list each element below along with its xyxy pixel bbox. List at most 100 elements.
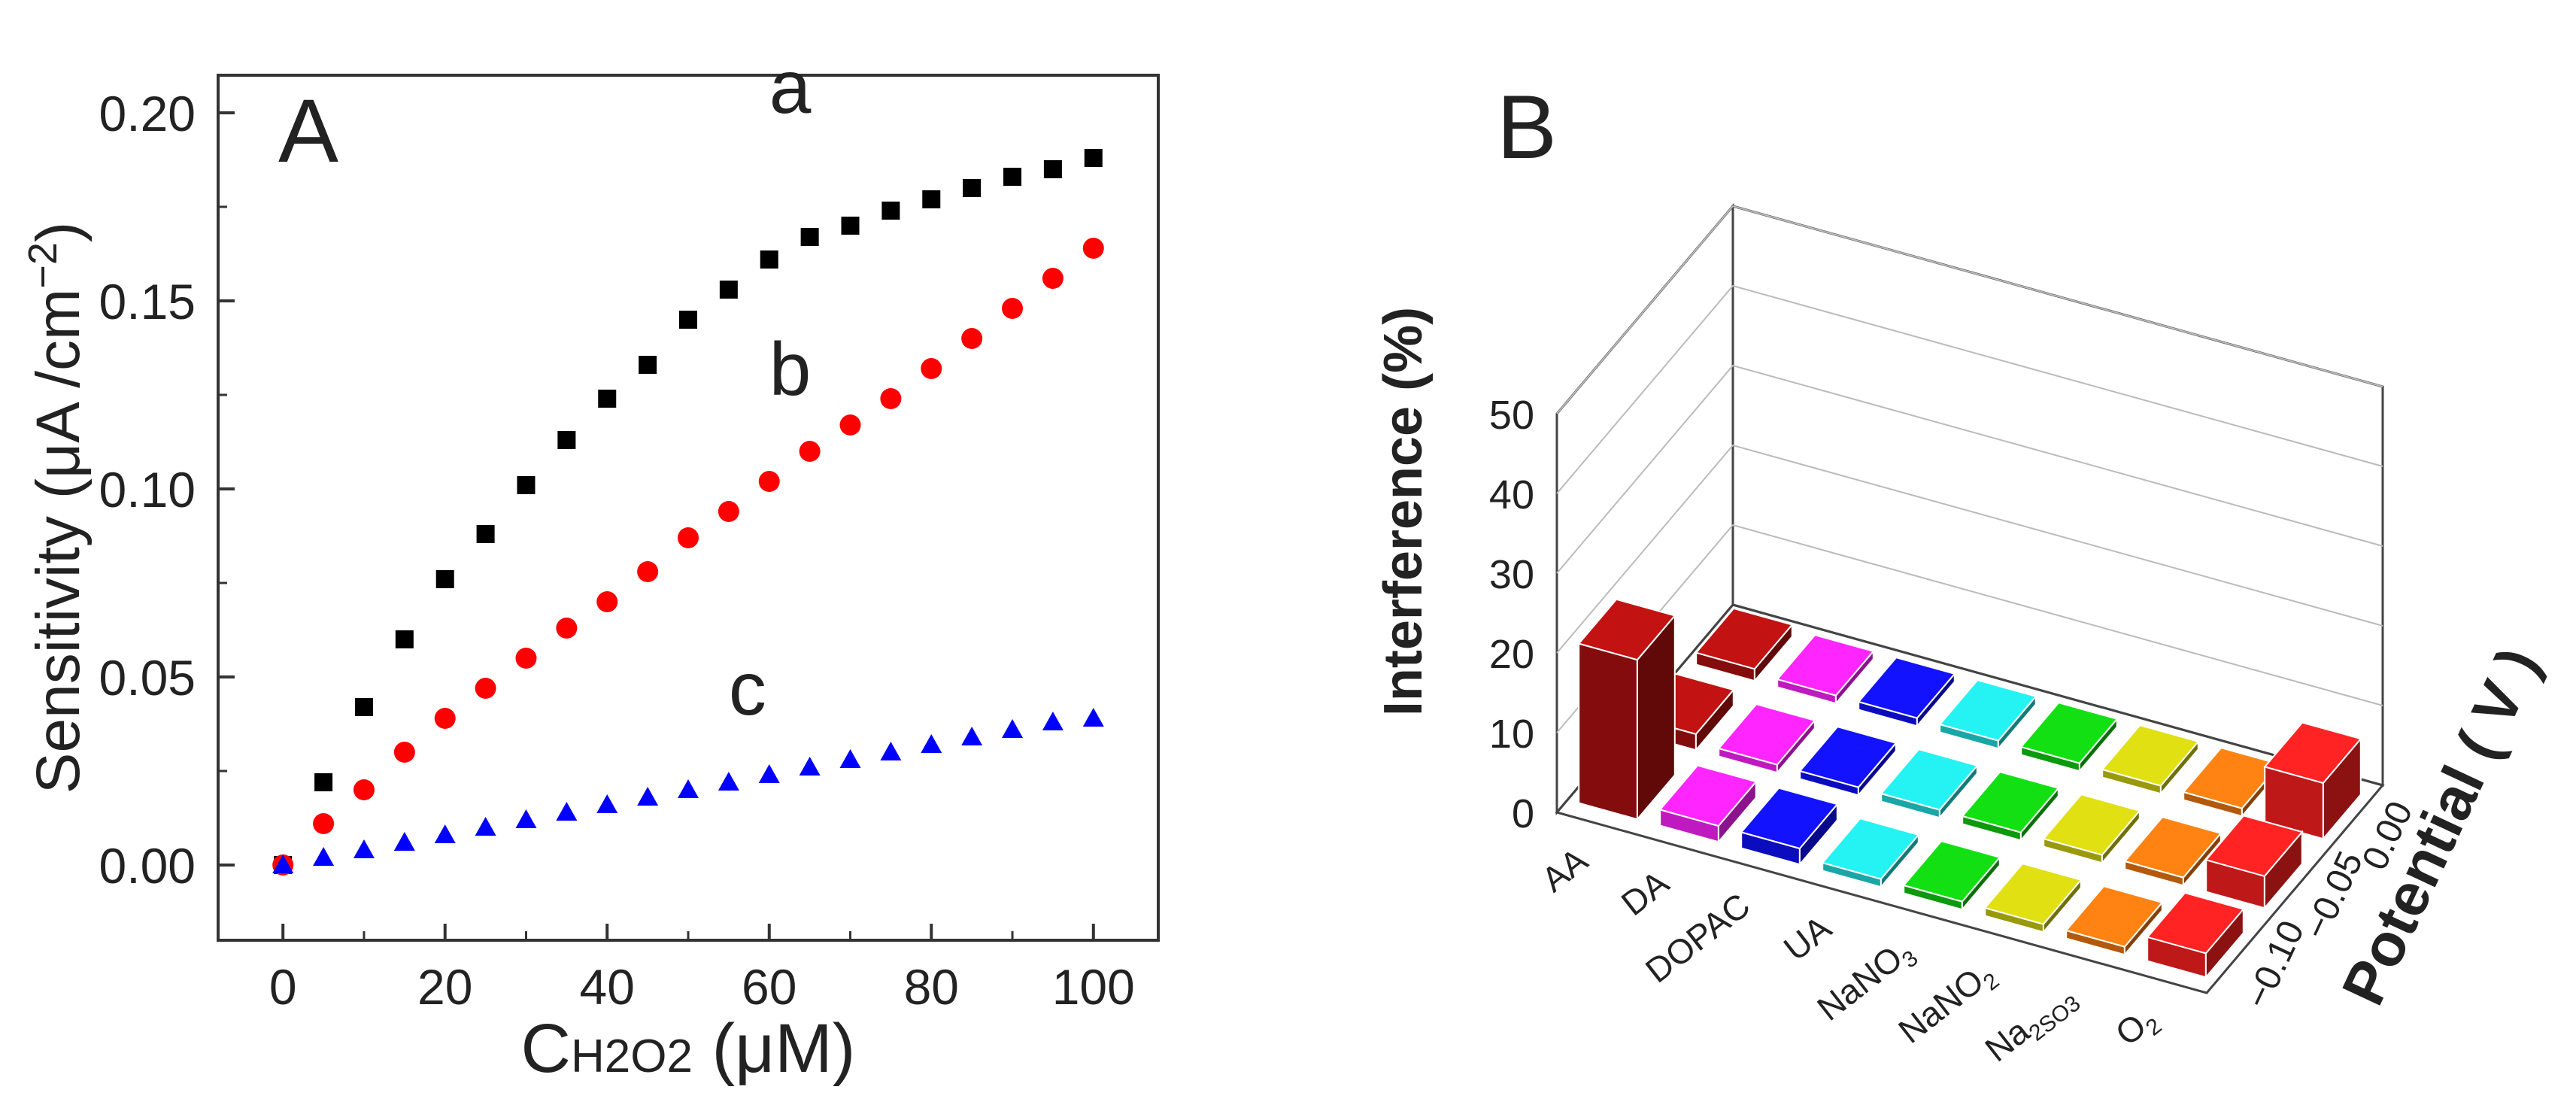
z-gridline xyxy=(1556,364,2383,574)
series-b-point xyxy=(556,618,578,639)
series-a-point xyxy=(639,356,657,374)
series-b-point xyxy=(393,742,415,763)
y-axis-label: Sensitivity (μA /cm−2) xyxy=(20,222,93,794)
category-label: AA xyxy=(1534,840,1595,900)
series-c-point xyxy=(799,757,821,776)
series-a-point xyxy=(1084,149,1103,167)
bar-DA-0.00 xyxy=(1776,634,1875,706)
z-axis-ticks: 0 10 20 30 40 50 xyxy=(1489,393,1534,836)
series-a-point xyxy=(719,281,738,299)
category-label: O2 xyxy=(2108,998,2167,1058)
series-a-point xyxy=(598,390,617,408)
panel-a: A 0 20 40 60 80 100 0.000.050.100.150.20 abc … xyxy=(20,45,1160,1087)
x-axis-label: CH2O2 (μM) xyxy=(521,1010,856,1087)
y-tick-label: 0.20 xyxy=(99,86,196,141)
bar-NaNO2-−0.10 xyxy=(1983,863,2083,934)
series-b-point xyxy=(961,328,983,349)
category-label: UA xyxy=(1776,908,1839,969)
bar-AA-−0.10 xyxy=(1577,598,1676,821)
series-a-point xyxy=(800,228,819,246)
series-c-point xyxy=(434,824,456,843)
category-label: DA xyxy=(1614,863,1676,924)
x-tick-label: 20 xyxy=(417,959,472,1015)
series-c-point xyxy=(839,749,861,768)
series-a-point xyxy=(354,698,373,716)
series-a-point xyxy=(1003,168,1022,186)
bar-UA-0.00 xyxy=(1938,679,2037,751)
series-c-point xyxy=(313,847,335,866)
bar-NaNO2-−0.05 xyxy=(2042,794,2141,865)
series-label-c: c xyxy=(729,647,766,731)
potential-axis-label: Potential ( V ) xyxy=(2329,638,2553,1015)
y-axis-ticks: 0.00 0.05 0.10 0.15 0.20 xyxy=(99,86,235,894)
x-axis-label-unit: (μM) xyxy=(693,1010,855,1087)
series-labels: a b c xyxy=(729,45,812,731)
bar-NaNO3-−0.10 xyxy=(1902,840,2001,912)
series-a-point xyxy=(557,431,576,449)
series-c-point xyxy=(393,832,415,851)
series-c-point xyxy=(718,772,739,791)
x-tick-label: 80 xyxy=(904,959,959,1015)
series-a-point xyxy=(517,476,536,494)
y-axis-label-sup: −2 xyxy=(20,242,65,289)
z-tick-label: 20 xyxy=(1489,632,1534,677)
series-c-point xyxy=(596,794,618,813)
series-b-point xyxy=(880,388,902,409)
bar-NaNO3-−0.05 xyxy=(1961,771,2060,842)
series-label-a: a xyxy=(769,45,812,129)
z-gridline xyxy=(1556,444,2383,654)
series-b-point xyxy=(839,414,861,436)
z-tick-label: 10 xyxy=(1489,712,1534,757)
series-c-point xyxy=(475,817,496,836)
series-a-point xyxy=(314,773,333,791)
series-label-b: b xyxy=(769,327,812,411)
series-b-point xyxy=(434,708,456,729)
series-b-point xyxy=(637,561,659,582)
bar-DOPAC-0.00 xyxy=(1857,657,1956,728)
series-c-point xyxy=(515,809,537,828)
bar-O2-−0.05 xyxy=(2204,815,2304,910)
series-a-point xyxy=(922,190,941,208)
bar-Na2SO3-−0.05 xyxy=(2123,816,2223,888)
bar-O2-0.00 xyxy=(2263,721,2362,841)
x-tick-label: 60 xyxy=(742,959,796,1015)
series-b-point xyxy=(353,779,375,800)
z-tick-label: 0 xyxy=(1512,791,1534,836)
series-c-point xyxy=(961,727,983,745)
bar-DA-−0.05 xyxy=(1717,703,1816,775)
series-b-point xyxy=(1002,298,1024,319)
y-tick-label: 0.05 xyxy=(99,650,196,706)
bar-DOPAC-−0.10 xyxy=(1740,787,1839,867)
series-c-point xyxy=(880,742,902,760)
series-a-point xyxy=(1043,160,1062,178)
z-tick-label: 50 xyxy=(1489,393,1534,438)
series-c-point xyxy=(678,779,699,798)
series-c-point xyxy=(1082,708,1104,727)
series-c-point xyxy=(272,854,294,873)
series-a-point xyxy=(679,311,697,329)
y-tick-label: 0.10 xyxy=(99,462,196,518)
bar-AA-0.00 xyxy=(1695,607,1794,683)
series-b-point xyxy=(718,501,739,522)
series-a-point xyxy=(476,525,495,543)
z-tick-label: 40 xyxy=(1489,472,1534,518)
series-b-point xyxy=(758,471,780,492)
series-b-point xyxy=(921,358,942,379)
bars-3d xyxy=(1577,598,2362,979)
series-b-point xyxy=(475,678,496,699)
z-gridline xyxy=(1556,205,2383,414)
bar-NaNO2-0.00 xyxy=(2101,724,2200,796)
x-tick-label: 0 xyxy=(269,959,297,1015)
series-c-point xyxy=(1002,719,1024,738)
series-c-point xyxy=(758,764,780,783)
series-b-point xyxy=(515,648,537,669)
x-axis-ticks: 0 20 40 60 80 100 xyxy=(269,924,1135,1015)
bar-Na2SO3-−0.10 xyxy=(2065,885,2164,957)
y-tick-label: 0.00 xyxy=(99,838,196,894)
series-b-point xyxy=(799,441,821,462)
x-axis-label-sub: H2O2 xyxy=(571,1031,693,1082)
series-a-point xyxy=(963,179,982,197)
bar-UA-−0.10 xyxy=(1821,818,1920,889)
bar-O2-−0.10 xyxy=(2146,891,2245,979)
